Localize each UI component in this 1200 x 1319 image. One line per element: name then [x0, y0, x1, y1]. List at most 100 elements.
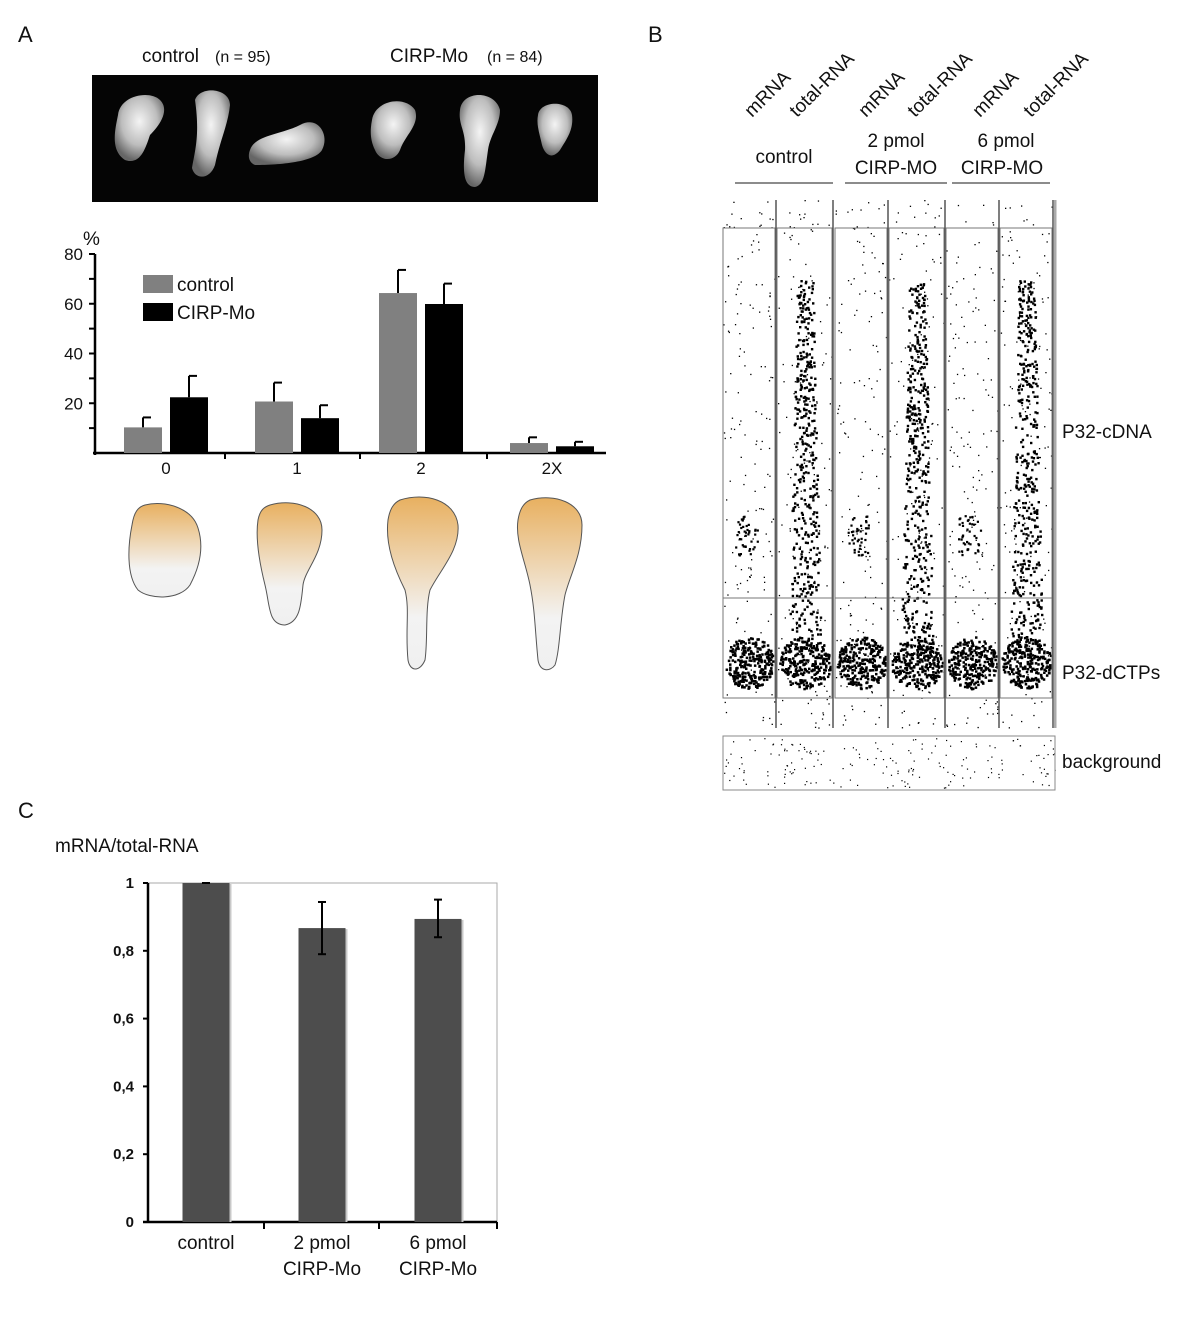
blot-dot [1011, 714, 1013, 716]
blot-dot [962, 661, 965, 664]
blot-dot [913, 413, 916, 417]
blot-dot [883, 204, 885, 206]
blot-dot [958, 668, 961, 670]
blot-dot [792, 548, 795, 551]
blot-dot [916, 342, 919, 345]
blot-dot [804, 449, 807, 452]
blot-dot [759, 311, 761, 313]
blot-dot [963, 278, 965, 280]
blot-dot [1049, 358, 1051, 360]
blot-dot [848, 542, 851, 545]
blot-dot [1017, 499, 1021, 502]
blot-dot [1023, 654, 1027, 657]
blot-dot [943, 787, 946, 789]
blot-dot [1035, 363, 1038, 367]
blot-dot [788, 658, 791, 661]
blot-dot [739, 333, 741, 335]
blot-dot [826, 675, 830, 679]
blot-dot [1027, 294, 1029, 296]
blot-dot [800, 511, 804, 515]
blot-dot [1044, 426, 1046, 428]
blot-dot [982, 645, 985, 648]
blot-dot [748, 647, 752, 650]
blot-dot [1035, 489, 1039, 492]
blot-dot [913, 472, 916, 475]
blot-dot [924, 649, 927, 652]
blot-dot [988, 673, 991, 677]
blot-dot [929, 647, 932, 651]
blot-dot [933, 261, 935, 263]
blot-dot [957, 256, 959, 258]
blot-dot [778, 754, 780, 756]
blot-dot [727, 594, 729, 596]
blot-dot [826, 698, 828, 701]
blot-dot [908, 675, 912, 678]
blot-dot [912, 666, 915, 669]
blot-dot [724, 772, 726, 774]
blot-dot [793, 557, 796, 560]
blot-dot [761, 508, 763, 510]
blot-dot [945, 754, 947, 756]
blot-dot [1052, 754, 1055, 756]
blot-dot [749, 304, 751, 306]
blot-dot [804, 403, 807, 406]
blot-dot [812, 485, 815, 488]
blot-dot [783, 381, 785, 383]
blot-dot [936, 458, 938, 460]
blot-dot [1038, 456, 1041, 459]
blot-dot [744, 675, 747, 679]
blot-dot [840, 649, 844, 652]
blot-dot [809, 752, 811, 754]
blot-dot [807, 535, 810, 538]
blot-dot [804, 503, 807, 506]
blot-dot [1040, 607, 1043, 610]
blot-dot [738, 674, 741, 677]
blot-dot [907, 490, 910, 493]
blot-dot [1024, 665, 1027, 668]
blot-dot [1021, 404, 1023, 407]
blot-dot [916, 584, 919, 587]
blot-dot [750, 677, 753, 681]
blot-dot [810, 333, 813, 336]
blot-dot [942, 614, 944, 616]
blot-dot [1031, 642, 1035, 645]
blot-dot [952, 465, 954, 467]
blot-dot [906, 428, 909, 431]
blot-dot [1049, 392, 1051, 394]
blot-dot [809, 364, 813, 367]
blot-dot [828, 724, 831, 726]
blot-dot [952, 773, 954, 775]
blot-dot [840, 685, 842, 687]
blot-dot [905, 631, 908, 634]
blot-dot [973, 665, 976, 669]
lane-frame-dctps [834, 597, 888, 699]
blot-dot [910, 309, 913, 312]
blot-dot [725, 301, 727, 303]
blot-dot [726, 759, 728, 761]
blot-dot [829, 779, 831, 781]
blot-dot [992, 663, 995, 666]
blot-dot [805, 447, 808, 451]
blot-dot [805, 641, 809, 645]
blot-dot [1038, 448, 1041, 450]
blot-dot [1016, 660, 1019, 663]
blot-dot [813, 384, 817, 387]
blot-dot [908, 682, 911, 685]
blot-dot [1018, 311, 1022, 314]
blot-dot [1015, 486, 1018, 489]
blot-dot [804, 200, 806, 202]
blot-dot [868, 686, 871, 689]
blot-dot [814, 726, 817, 728]
blot-dot [1019, 656, 1022, 659]
blot-dot [746, 663, 750, 667]
blot-dot [917, 302, 920, 306]
blot-dot [917, 641, 921, 645]
blot-dot [882, 759, 885, 761]
blot-dot [819, 662, 822, 666]
blot-dot [932, 642, 935, 646]
blot-dot [1024, 344, 1027, 348]
blot-dot [978, 640, 981, 644]
blot-dot [970, 639, 973, 643]
blot-dot [914, 359, 917, 362]
blot-dot [839, 452, 841, 454]
